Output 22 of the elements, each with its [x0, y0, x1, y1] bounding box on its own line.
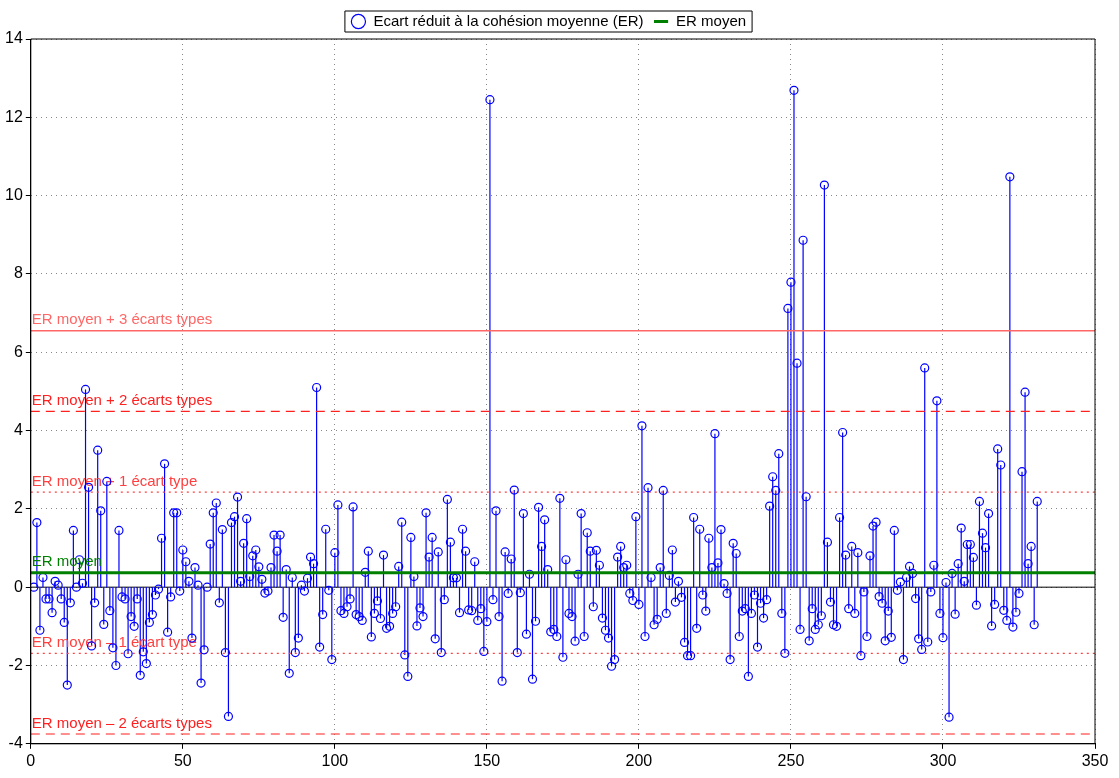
- x-tick-label: 200: [625, 751, 653, 769]
- x-tick-label: 150: [473, 751, 501, 769]
- legend-label: ER moyen: [676, 11, 747, 29]
- ref-line-label: ER moyen – 2 écarts types: [31, 713, 212, 731]
- y-tick-label: 8: [13, 264, 23, 282]
- x-tick-label: 50: [173, 751, 192, 769]
- x-tick-label: 350: [1081, 751, 1109, 769]
- ref-line-label: ER moyen + 3 écarts types: [31, 310, 213, 328]
- y-tick-label: 6: [13, 342, 23, 360]
- y-tick-label: 12: [5, 107, 23, 125]
- x-tick-label: 250: [777, 751, 805, 769]
- y-tick-label: -4: [8, 734, 23, 752]
- y-tick-label: 0: [13, 577, 23, 595]
- x-tick-label: 300: [929, 751, 957, 769]
- y-tick-label: 2: [13, 499, 23, 517]
- y-tick-label: 10: [5, 186, 23, 204]
- x-tick-label: 0: [26, 751, 36, 769]
- x-tick-label: 100: [321, 751, 349, 769]
- legend-label: Ecart réduit à la cohésion moyenne (ER): [373, 11, 644, 29]
- y-tick-label: 4: [13, 420, 23, 438]
- y-tick-label: 14: [5, 29, 23, 47]
- y-tick-label: -2: [8, 655, 23, 673]
